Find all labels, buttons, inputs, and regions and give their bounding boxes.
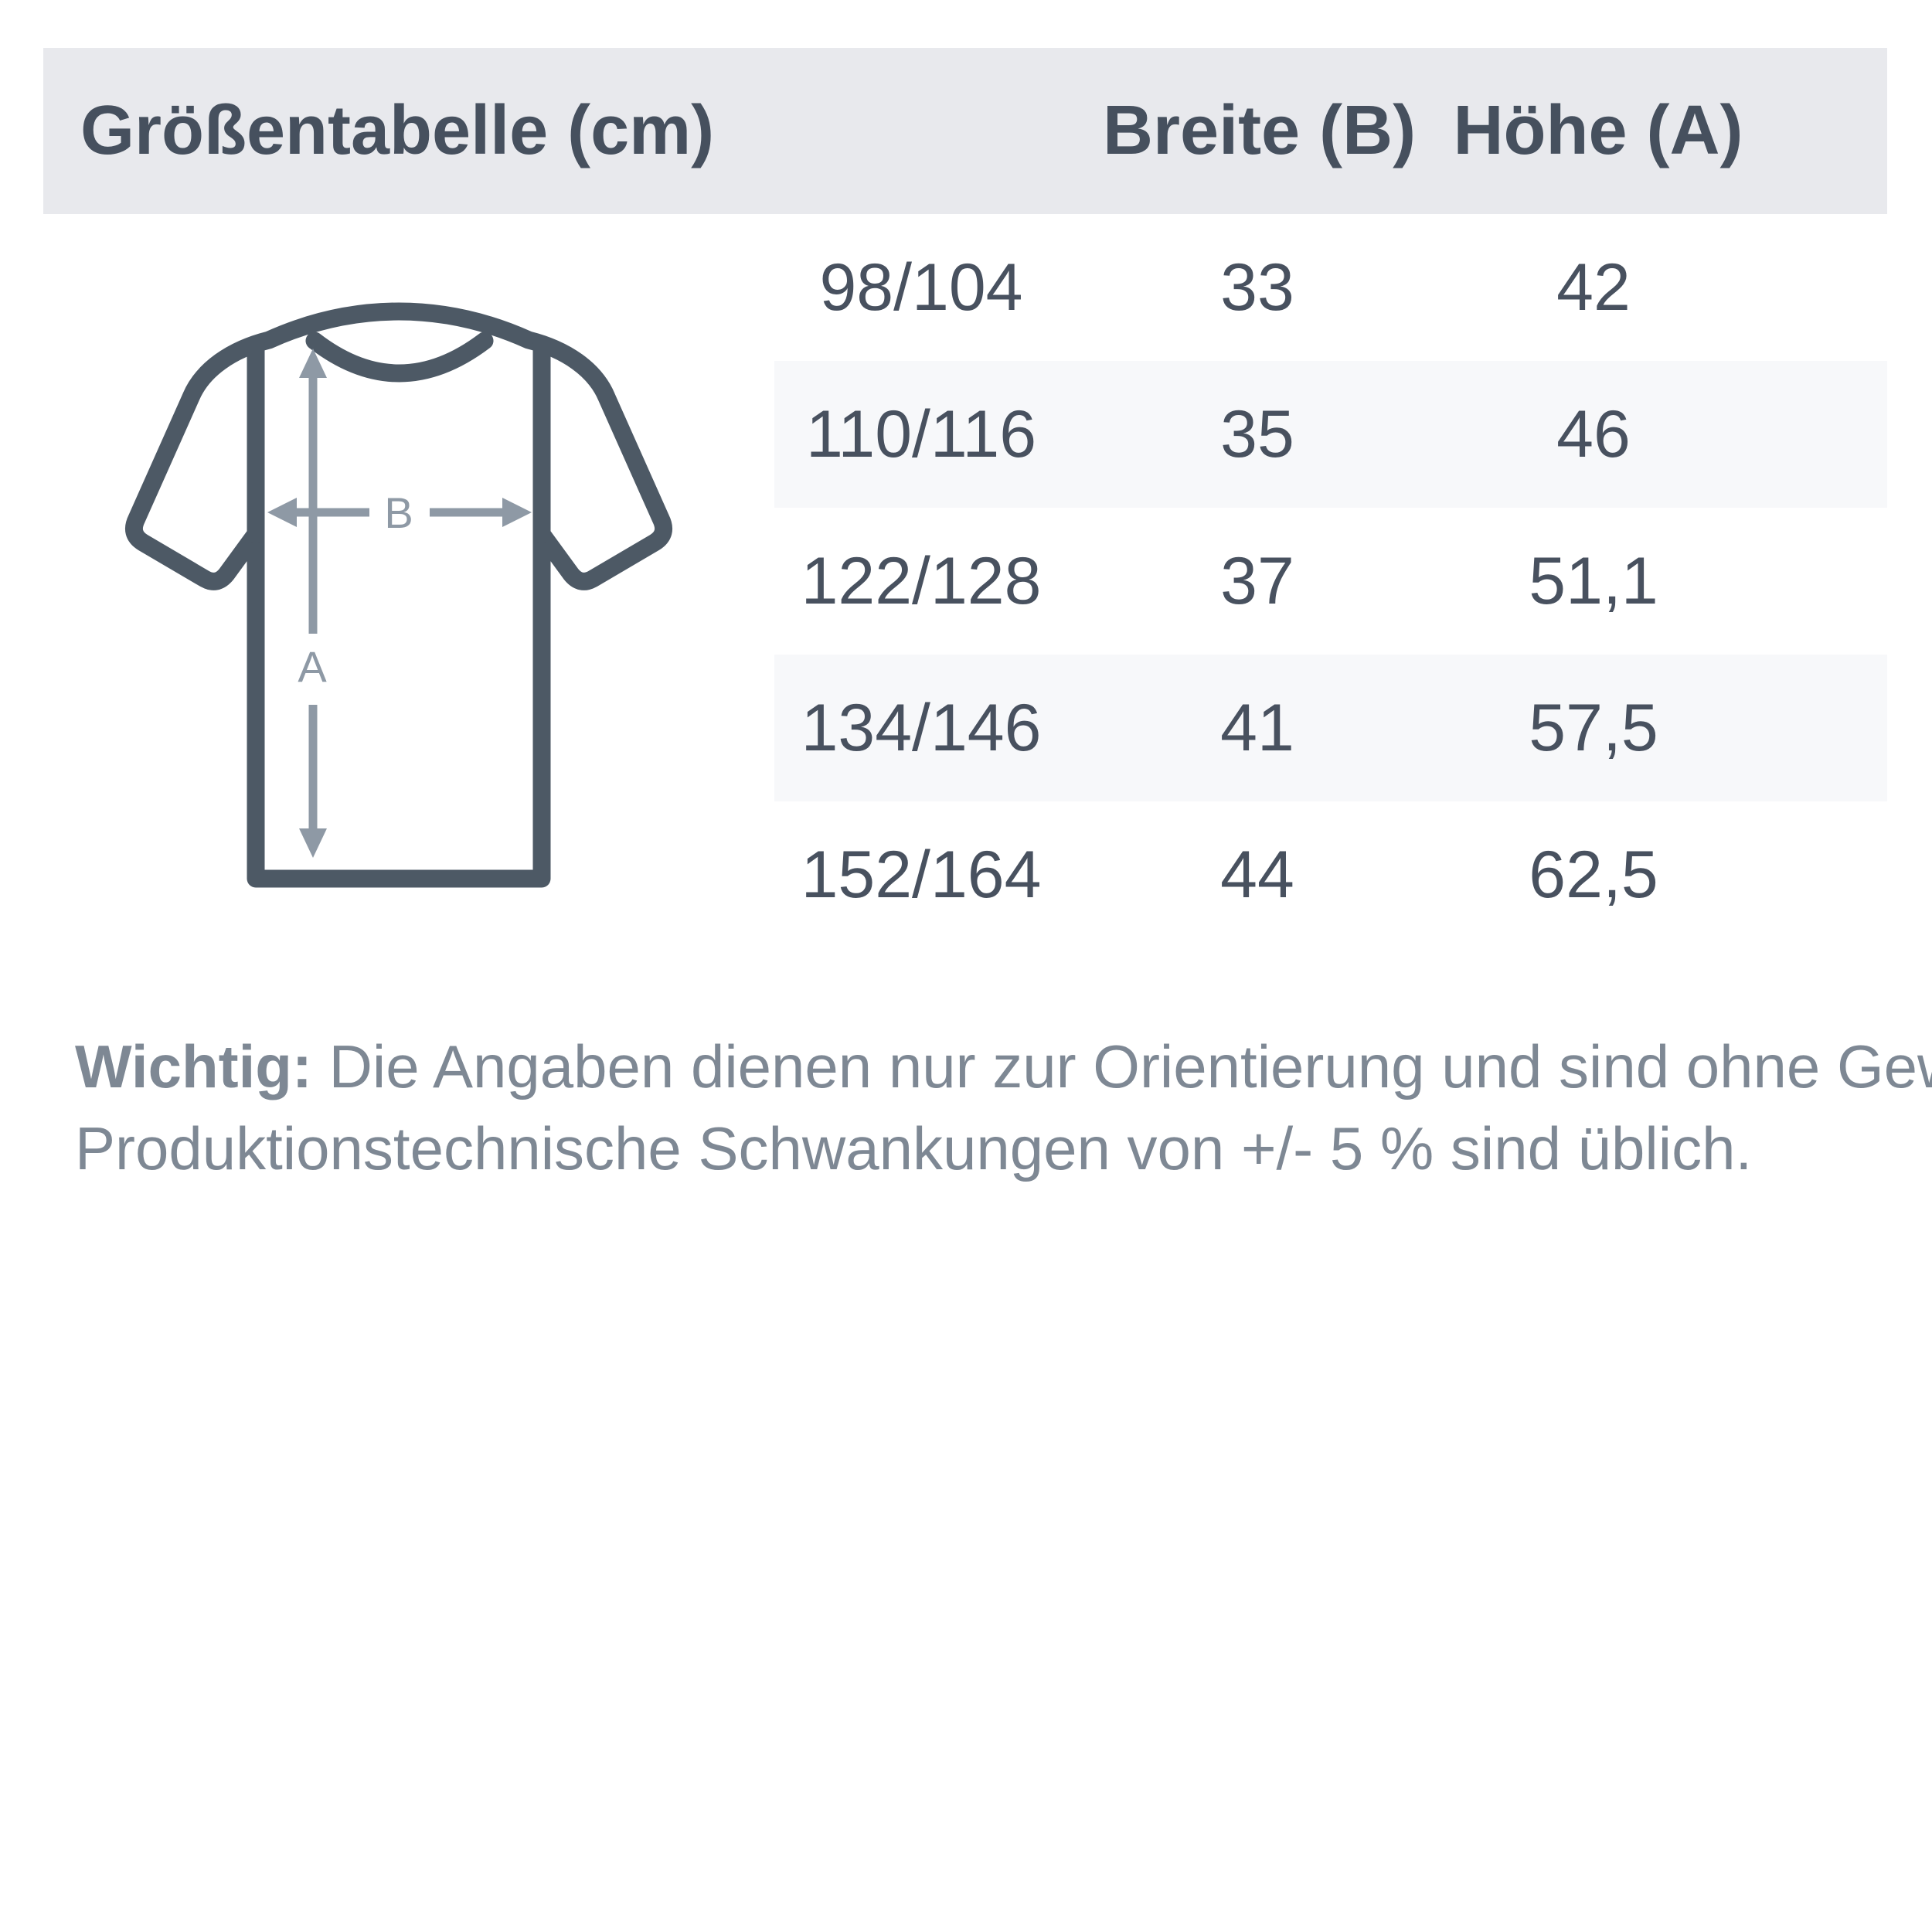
table-row: 152/164 44 62,5 <box>774 801 1887 948</box>
cell-size: 98/104 <box>819 250 1023 325</box>
column-header-breite: Breite (B) <box>1103 92 1417 169</box>
column-header-hoehe: Höhe (A) <box>1453 92 1743 169</box>
cell-hoehe: 57,5 <box>1529 691 1658 765</box>
tshirt-collar-icon <box>305 332 494 383</box>
table-header-band: Größentabelle (cm) Breite (B) Höhe (A) <box>43 48 1887 214</box>
cell-hoehe: 42 <box>1556 250 1631 325</box>
cell-hoehe: 46 <box>1556 397 1631 471</box>
cell-breite: 37 <box>1220 544 1294 618</box>
cell-size: 134/146 <box>801 691 1042 765</box>
disclaimer-line-1: Wichtig: Die Angaben dienen nur zur Orie… <box>75 1026 1932 1107</box>
tshirt-measurement-diagram: B A <box>124 302 673 888</box>
height-arrow-a-icon: A <box>298 349 327 858</box>
cell-breite: 41 <box>1220 691 1294 765</box>
cell-size: 152/164 <box>801 838 1042 912</box>
cell-hoehe: 62,5 <box>1529 838 1658 912</box>
cell-size: 122/128 <box>801 544 1042 618</box>
cell-size: 110/116 <box>805 397 1037 471</box>
table-row: 98/104 33 42 <box>774 214 1887 361</box>
table-row: 134/146 41 57,5 <box>774 655 1887 801</box>
disclaimer-line-2: Produktionstechnische Schwankungen von +… <box>75 1114 1753 1182</box>
width-label: B <box>384 488 413 537</box>
disclaimer-text: Die Angaben dienen nur zur Orientierung … <box>311 1032 1932 1100</box>
disclaimer-note: Wichtig: Die Angaben dienen nur zur Orie… <box>75 1026 1932 1189</box>
table-row: 122/128 37 51,1 <box>774 508 1887 655</box>
tshirt-outline-icon <box>124 302 673 888</box>
cell-breite: 35 <box>1220 397 1294 471</box>
cell-breite: 44 <box>1220 838 1294 912</box>
page-title: Größentabelle (cm) <box>80 92 715 169</box>
cell-breite: 33 <box>1220 250 1294 325</box>
cell-hoehe: 51,1 <box>1529 544 1658 618</box>
table-row: 110/116 35 46 <box>774 361 1887 508</box>
disclaimer-prefix: Wichtig: <box>75 1032 312 1100</box>
height-label: A <box>298 642 327 691</box>
